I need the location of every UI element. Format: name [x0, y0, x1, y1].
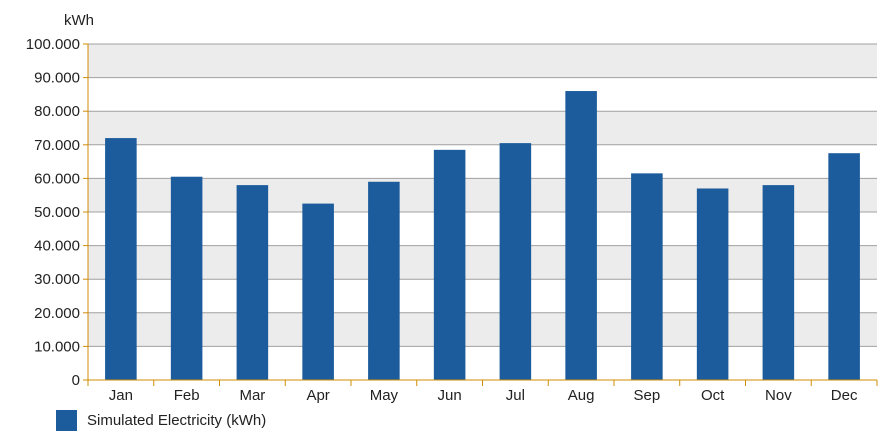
x-tick-label: Jan	[109, 387, 133, 404]
y-tick-label: 40.000	[34, 238, 80, 255]
x-tick-label: Jun	[438, 387, 462, 404]
x-tick-label: Nov	[765, 387, 792, 404]
y-tick-label: 90.000	[34, 70, 80, 87]
y-tick-label: 30.000	[34, 271, 80, 288]
bar-mar	[236, 185, 269, 380]
y-tick-label: 100.000	[26, 36, 80, 53]
bar-nov	[762, 185, 795, 380]
y-tick-label: 80.000	[34, 103, 80, 120]
y-tick-label: 20.000	[34, 305, 80, 322]
x-tick-label: Apr	[306, 387, 329, 404]
y-tick-label: 60.000	[34, 170, 80, 187]
y-axis-label: kWh	[64, 12, 94, 29]
x-tick-label: Feb	[174, 387, 200, 404]
y-tick-label: 10.000	[34, 338, 80, 355]
bar-dec	[828, 153, 860, 380]
plot-band	[88, 77, 877, 112]
plot-band	[88, 111, 877, 145]
bar-sep	[631, 173, 663, 380]
x-tick-label: Jul	[506, 387, 525, 404]
plot-background	[88, 44, 877, 380]
bar-jul	[499, 143, 532, 380]
bar-oct	[696, 188, 729, 380]
y-axis-ticks: 0 10.000 20.000 30.000 40.000 50.000 60.000 70.…	[26, 36, 88, 389]
plot-band	[88, 346, 877, 380]
plot-band	[88, 312, 877, 347]
x-tick-label: Aug	[568, 387, 595, 404]
plot-band	[88, 178, 877, 212]
gridlines	[88, 43, 877, 347]
x-tick-label: Oct	[701, 387, 725, 404]
legend-swatch	[56, 410, 77, 431]
plot-band	[88, 212, 877, 246]
bar-series	[105, 91, 860, 380]
bar-aug	[565, 91, 597, 380]
x-tick-label: Dec	[831, 387, 858, 404]
y-tick-label: 70.000	[34, 137, 80, 154]
x-tick-label: Mar	[239, 387, 265, 404]
y-tick-label: 0	[72, 372, 80, 389]
x-axis-ticks: Jan Feb Mar Apr May Jun Jul Aug Sep Oct Nov Dec	[87, 380, 878, 404]
x-tick-label: May	[370, 387, 399, 404]
plot-band	[88, 279, 877, 313]
bar-apr	[302, 203, 334, 380]
plot-band	[88, 245, 877, 280]
bar-feb	[170, 176, 203, 380]
x-tick-label: Sep	[634, 387, 661, 404]
bar-jan	[105, 138, 137, 380]
y-tick-label: 50.000	[34, 204, 80, 221]
plot-band	[88, 144, 877, 179]
plot-band	[88, 44, 877, 78]
bar-jun	[433, 149, 466, 380]
bar-may	[368, 181, 400, 380]
legend: Simulated Electricity (kWh)	[56, 410, 266, 431]
legend-label: Simulated Electricity (kWh)	[87, 412, 267, 429]
